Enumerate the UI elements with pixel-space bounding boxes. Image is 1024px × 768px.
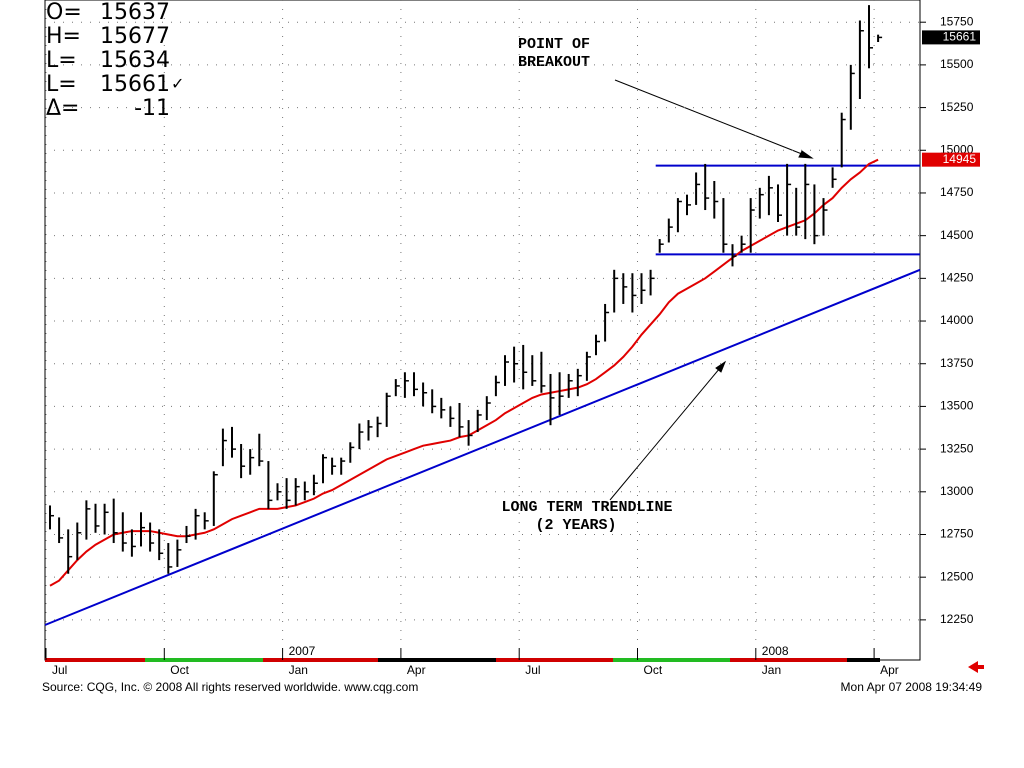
annotation: LONG TERM TRENDLINE: [501, 499, 672, 516]
scroll-arrow[interactable]: [968, 661, 984, 673]
x-tick-label: Oct: [644, 663, 663, 677]
year-label: 2008: [762, 644, 789, 658]
readout-value: 15661: [100, 72, 170, 97]
annotation-arrows: [609, 79, 814, 501]
y-tick-label: 14250: [940, 271, 974, 285]
x-tick-label: Apr: [880, 663, 899, 677]
y-tick-label: 12750: [940, 527, 974, 541]
x-tick-label: Jul: [52, 663, 67, 677]
y-tick-label: 13500: [940, 399, 974, 413]
x-tick-label: Jan: [289, 663, 308, 677]
readout-label: Δ=: [46, 96, 79, 121]
annotation: (2 YEARS): [535, 517, 616, 534]
ma-label: 14945: [943, 152, 977, 166]
source: Source: CQG, Inc. © 2008 All rights rese…: [42, 680, 418, 694]
plot-frame: [44, 0, 921, 661]
y-tick-label: 12250: [940, 612, 974, 626]
ma-box: [922, 152, 980, 167]
readout-value: 15634: [100, 48, 170, 73]
readout-value: -11: [134, 96, 170, 121]
annotation: BREAKOUT: [518, 54, 590, 71]
y-tick-label: 15500: [940, 57, 974, 71]
x-tick-label: Oct: [170, 663, 189, 677]
y-tick-label: 15750: [940, 14, 974, 28]
readout-label: L=: [46, 72, 77, 97]
last-price-label: 15661: [943, 30, 977, 44]
readout-label: H=: [46, 24, 81, 49]
y-tick-label: 12500: [940, 569, 974, 583]
readout-value: 15637: [100, 0, 170, 25]
timestamp: Mon Apr 07 2008 19:34:49: [841, 680, 983, 694]
y-tick-label: 13250: [940, 441, 974, 455]
y-tick-label: 13750: [940, 356, 974, 370]
y-tick-label: 14000: [940, 313, 974, 327]
x-tick-label: Apr: [407, 663, 426, 677]
trendline: [44, 268, 921, 626]
y-tick-label: 14500: [940, 228, 974, 242]
readout-check: ✓: [171, 76, 184, 93]
timeline-strip: [45, 658, 880, 662]
x-tick-label: Jul: [525, 663, 540, 677]
annotation: POINT OF: [518, 36, 590, 53]
last-price-box: [922, 30, 980, 45]
y-tick-label: 15250: [940, 100, 974, 114]
x-tick-label: Jan: [762, 663, 781, 677]
readout-value: 15677: [100, 24, 170, 49]
readout-label: O=: [46, 0, 82, 25]
year-label: 2007: [289, 644, 316, 658]
y-tick-label: 14750: [940, 185, 974, 199]
readout-label: L=: [46, 48, 77, 73]
y-tick-label: 13000: [940, 484, 974, 498]
moving-average: [49, 158, 879, 587]
